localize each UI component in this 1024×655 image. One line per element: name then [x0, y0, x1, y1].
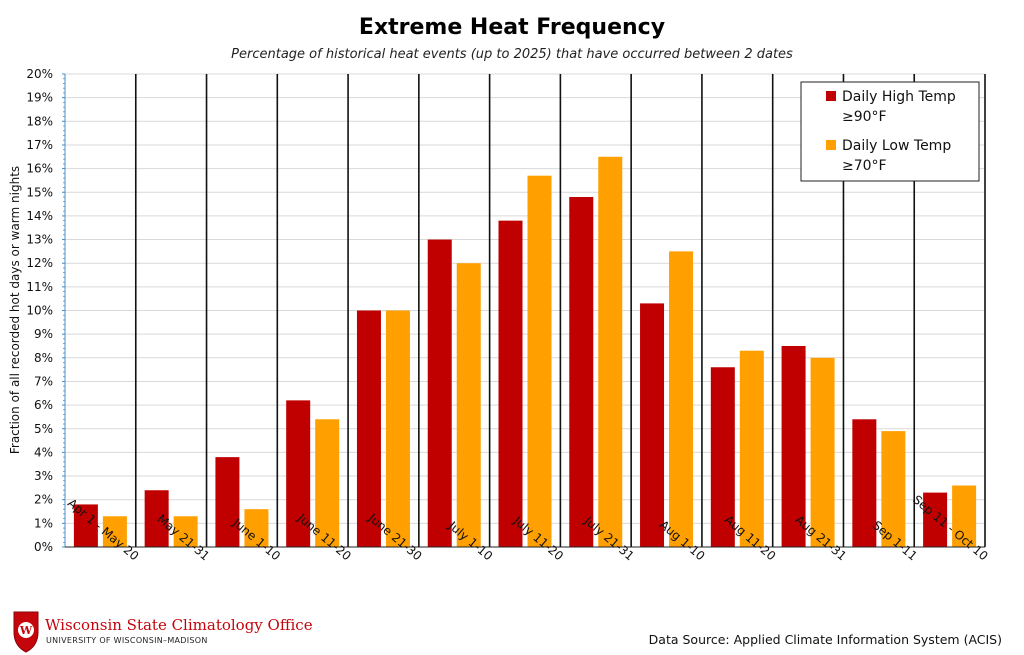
bar-low — [244, 509, 269, 547]
bar-high — [73, 504, 98, 547]
bar-low — [952, 485, 977, 547]
bar-high — [710, 367, 735, 547]
y-tick-label: 11% — [26, 280, 53, 294]
y-tick-label: 5% — [34, 422, 53, 436]
bar-high — [852, 419, 877, 547]
y-tick-label: 20% — [26, 67, 53, 81]
y-tick-label: 8% — [34, 351, 53, 365]
y-tick-label: 0% — [34, 540, 53, 554]
bar-high — [923, 492, 948, 547]
bar-high — [640, 303, 665, 547]
y-tick-label: 17% — [26, 138, 53, 152]
y-tick-label: 14% — [26, 209, 53, 223]
chart-subtitle: Percentage of historical heat events (up… — [231, 47, 793, 62]
y-tick-label: 1% — [34, 516, 53, 530]
chart-title: Extreme Heat Frequency — [359, 15, 665, 40]
y-tick-label: 3% — [34, 469, 53, 483]
legend-label-low-line2: ≥70°F — [842, 158, 887, 174]
logo-subtitle: UNIVERSITY OF WISCONSIN–MADISON — [46, 636, 208, 645]
logo-name: Wisconsin State Climatology Office — [45, 616, 313, 634]
y-tick-label: 9% — [34, 327, 53, 341]
bar-high — [498, 220, 523, 547]
bar-low — [881, 431, 906, 547]
bar-high — [144, 490, 169, 547]
y-tick-label: 4% — [34, 445, 53, 459]
gridlines — [65, 73, 985, 548]
axes — [64, 74, 985, 548]
y-tick-label: 19% — [26, 91, 53, 105]
x-tick-label: Sep 11 - Oct 10 — [910, 492, 991, 563]
bar-low — [598, 156, 623, 547]
y-tick-label: 6% — [34, 398, 53, 412]
bar-high — [781, 345, 806, 547]
legend-swatch-high — [826, 91, 836, 101]
y-tick-label: 2% — [34, 493, 53, 507]
logo: W Wisconsin State Climatology Office UNI… — [13, 611, 313, 653]
y-axis-ticks: 0% 1% 2% 3% 4% 5% 6% 7% 8% 9% 10% 11% 12% 13% 14% 15% 16… — [26, 67, 65, 554]
y-tick-label: 12% — [26, 256, 53, 270]
y-tick-label: 16% — [26, 162, 53, 176]
bar-low — [315, 419, 340, 547]
bar-high — [427, 239, 452, 548]
bar-high — [286, 400, 311, 547]
y-tick-label: 15% — [26, 185, 53, 199]
bar-high — [569, 196, 594, 548]
legend-label-low-line1: Daily Low Temp — [842, 138, 951, 154]
bar-low — [456, 263, 481, 547]
legend-swatch-low — [826, 140, 836, 150]
bar-low — [102, 516, 127, 547]
bar-low — [173, 516, 198, 547]
y-tick-label: 7% — [34, 374, 53, 388]
bar-low — [739, 350, 764, 547]
crest-letter: W — [19, 624, 33, 637]
legend-label-high-line2: ≥90°F — [842, 109, 887, 125]
y-tick-label: 10% — [26, 304, 53, 318]
bars — [73, 156, 977, 548]
bar-low — [669, 251, 694, 547]
crest-inner-icon — [18, 622, 34, 638]
bar-low — [527, 175, 552, 547]
bar-high — [215, 457, 240, 547]
bar-low — [385, 310, 410, 547]
y-tick-label: 18% — [26, 114, 53, 128]
bar-high — [356, 310, 381, 547]
legend: Daily High Temp ≥90°F Daily Low Temp ≥70… — [800, 81, 980, 182]
bar-low — [810, 357, 835, 547]
y-tick-label: 13% — [26, 233, 53, 247]
legend-label-high-line1: Daily High Temp — [842, 89, 956, 105]
data-source: Data Source: Applied Climate Information… — [649, 632, 1002, 647]
y-axis-label: Fraction of all recorded hot days or war… — [8, 166, 22, 454]
